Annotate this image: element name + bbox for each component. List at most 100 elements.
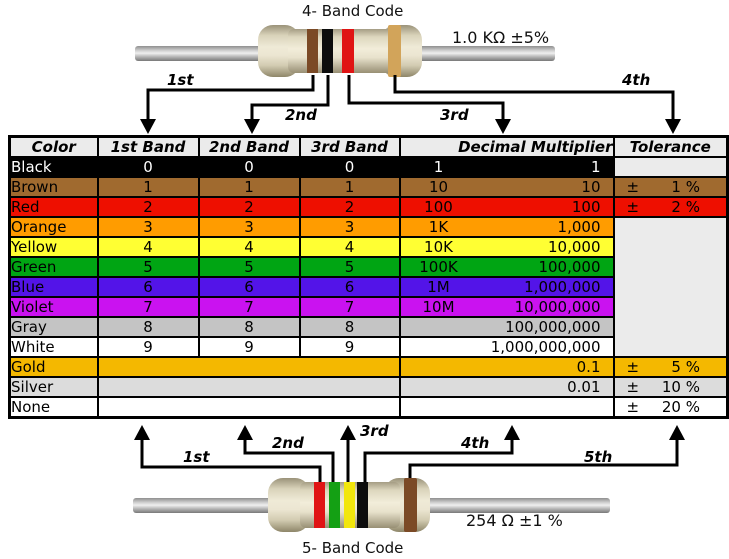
arrow-top-1st bbox=[146, 75, 315, 120]
color-name-cell: Yellow bbox=[8, 236, 99, 258]
tolerance-cell: ±1 % bbox=[612, 176, 729, 198]
band-digit-cell: 1 bbox=[96, 176, 200, 198]
table-row: Yellow 4 4 4 10K 10,000 bbox=[8, 236, 728, 258]
table-row: Gray 8 8 8 100,000,000 bbox=[8, 316, 728, 338]
color-name-cell: Black bbox=[8, 156, 99, 178]
arrowhead-up-icon bbox=[340, 425, 356, 440]
color-name-cell: Brown bbox=[8, 176, 99, 198]
color-name-cell: Blue bbox=[8, 276, 99, 298]
table-row: Blue 6 6 6 1M 1,000,000 bbox=[8, 276, 728, 298]
band-digit-cell: 0 bbox=[96, 156, 200, 178]
plus-minus-sign: ± bbox=[626, 378, 640, 396]
band-digit-cell: 7 bbox=[298, 296, 401, 318]
top-arrow-label-1st: 1st bbox=[167, 71, 194, 89]
band-digit-cell: 6 bbox=[298, 276, 401, 298]
band-digit-cell: 8 bbox=[96, 316, 200, 338]
color-name-cell: Silver bbox=[8, 376, 99, 398]
multiplier-cell: 1K 1,000 bbox=[398, 216, 615, 238]
multiplier-prefix: 100K bbox=[419, 258, 458, 276]
arrow-top-2nd bbox=[250, 75, 330, 120]
tolerance-cell bbox=[612, 216, 729, 358]
table-row: Violet 7 7 7 10M 10,000,000 bbox=[8, 296, 728, 318]
band-red-icon bbox=[342, 29, 354, 73]
color-name-cell: Orange bbox=[8, 216, 99, 238]
band-digit-cell: 9 bbox=[96, 336, 200, 358]
band-digit-cell: 1 bbox=[197, 176, 301, 198]
multiplier-value: 1,000,000,000 bbox=[490, 338, 601, 356]
band-digit-cell: 0 bbox=[298, 156, 401, 178]
five-band-title: 5- Band Code bbox=[302, 539, 404, 557]
band-digit-cell: 7 bbox=[96, 296, 200, 318]
arrow-bottom-2nd bbox=[243, 439, 335, 482]
table-row: None ±20 % bbox=[8, 396, 729, 419]
multiplier-prefix: 1K bbox=[428, 218, 449, 236]
plus-minus-sign: ± bbox=[626, 358, 640, 376]
multiplier-value: 1 bbox=[590, 158, 601, 176]
column-header: Decimal Multiplier bbox=[398, 135, 615, 158]
table-row: Green 5 5 5 100K 100,000 bbox=[8, 256, 728, 278]
color-name-cell: White bbox=[8, 336, 99, 358]
table-row: Brown 1 1 1 10 10 ±1 % bbox=[8, 176, 729, 198]
multiplier-value: 0.01 bbox=[567, 378, 601, 396]
band-digit-cell: 3 bbox=[298, 216, 401, 238]
multiplier-prefix: 10 bbox=[428, 178, 449, 196]
four-band-title: 4- Band Code bbox=[302, 2, 404, 20]
band-digit-cell: 4 bbox=[298, 236, 401, 258]
multiplier-cell: 0.01 bbox=[398, 376, 615, 398]
arrow-bottom-4th bbox=[363, 439, 514, 482]
multiplier-cell: 10 10 bbox=[398, 176, 615, 198]
band-red-icon bbox=[314, 482, 325, 528]
arrow-bottom-1st bbox=[140, 439, 322, 482]
tolerance-cell: ±5 % bbox=[612, 356, 729, 378]
multiplier-prefix: 100 bbox=[424, 198, 453, 216]
band-digit-cell: 2 bbox=[197, 196, 301, 218]
multiplier-value: 10 bbox=[581, 178, 601, 196]
tolerance-value: 5 % bbox=[671, 358, 700, 376]
plus-minus-sign: ± bbox=[626, 198, 640, 216]
multiplier-cell: 100K 100,000 bbox=[398, 256, 615, 278]
band-digit-cell: 2 bbox=[96, 196, 200, 218]
arrowhead-up-icon bbox=[237, 425, 253, 440]
arrow-top-4th bbox=[393, 75, 675, 120]
multiplier-value: 10,000 bbox=[548, 238, 601, 256]
table-row: Orange 3 3 3 1K 1,000 bbox=[8, 216, 729, 358]
band-digit-cell: 6 bbox=[197, 276, 301, 298]
bottom-arrow-label-2nd: 2nd bbox=[272, 434, 304, 452]
arrow-top-3rd bbox=[347, 75, 505, 120]
table-container: Color 1st Band 2nd Band 3rd Band Decimal Mul… bbox=[8, 135, 729, 419]
multiplier-cell: 0.1 bbox=[398, 356, 615, 378]
band-digit-cell: 5 bbox=[197, 256, 301, 278]
top-resistor-value: 1.0 KΩ ±5% bbox=[452, 28, 550, 47]
table-row: Gold 0.1 ±5 % bbox=[8, 356, 729, 378]
band-merged-cell bbox=[96, 356, 401, 378]
tolerance-value: 10 % bbox=[661, 378, 700, 396]
tolerance-value: 2 % bbox=[671, 198, 700, 216]
arrow-bottom-5th bbox=[408, 439, 679, 478]
band-black-icon bbox=[322, 29, 333, 73]
top-arrow-label-2nd: 2nd bbox=[285, 106, 317, 124]
color-name-cell: Green bbox=[8, 256, 99, 278]
band-digit-cell: 4 bbox=[96, 236, 200, 258]
multiplier-value: 100,000,000 bbox=[505, 318, 601, 336]
color-name-cell: Red bbox=[8, 196, 99, 218]
arrowhead-up-icon bbox=[134, 425, 150, 440]
bottom-resistor-value: 254 Ω ±1 % bbox=[466, 511, 563, 530]
multiplier-cell: 10K 10,000 bbox=[398, 236, 615, 258]
table-row: Black 0 0 0 1 1 bbox=[8, 156, 729, 178]
band-digit-cell: 2 bbox=[298, 196, 401, 218]
table-row: Silver 0.01 ±10 % bbox=[8, 376, 729, 398]
bottom-arrow-label-3rd: 3rd bbox=[360, 422, 389, 440]
plus-minus-sign: ± bbox=[626, 398, 640, 416]
multiplier-cell: 1,000,000,000 bbox=[398, 336, 615, 358]
band-digit-cell: 1 bbox=[298, 176, 401, 198]
table-row: White 9 9 9 1,000,000,000 bbox=[8, 336, 728, 358]
tolerance-cell: ±10 % bbox=[612, 376, 729, 398]
arrowhead-down-icon bbox=[665, 119, 681, 134]
color-name-cell: Gold bbox=[8, 356, 99, 378]
band-digit-cell: 3 bbox=[96, 216, 200, 238]
color-name-cell: None bbox=[8, 396, 99, 419]
multiplier-cell bbox=[398, 396, 615, 419]
